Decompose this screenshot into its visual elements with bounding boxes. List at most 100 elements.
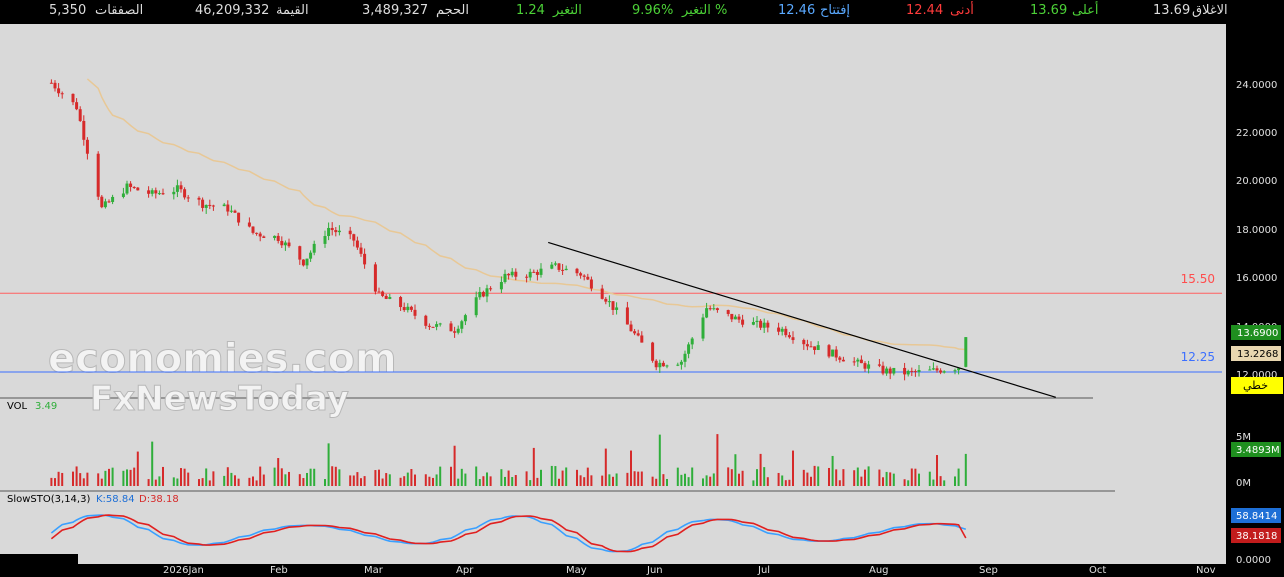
volume-bar	[356, 472, 359, 486]
volume-bar	[349, 475, 352, 486]
x-tick-aug: Aug	[869, 565, 889, 576]
volume-bar	[579, 475, 582, 486]
value-label: القيمة	[276, 3, 309, 18]
volume-bar	[306, 472, 308, 486]
stoch-k-tag: 58.8414	[1236, 511, 1277, 522]
y-axis-area	[1226, 24, 1284, 577]
candle	[575, 267, 579, 277]
candle	[852, 357, 856, 366]
candle	[301, 259, 305, 267]
candle	[877, 358, 881, 368]
volume-bar	[558, 478, 560, 486]
volume-bar	[79, 473, 82, 486]
volume-bar	[147, 479, 150, 486]
volume-bar	[273, 467, 276, 486]
trendline-tag: خطي	[1243, 379, 1268, 392]
candle	[71, 93, 75, 106]
trades-label: الصفقات	[95, 3, 144, 18]
volume-bar	[702, 478, 704, 486]
volume-bar	[104, 470, 107, 486]
candle	[399, 295, 403, 312]
moving-average-line	[86, 78, 966, 351]
candle	[312, 240, 316, 256]
volume-bar	[687, 477, 690, 486]
candle	[661, 360, 665, 367]
volume-bar	[475, 466, 478, 486]
candle	[906, 369, 910, 377]
volume-bar	[414, 474, 416, 486]
volume-bar	[806, 472, 809, 486]
volume-bar	[759, 453, 762, 486]
volume-bar	[450, 466, 452, 486]
candle	[690, 337, 694, 350]
candle	[931, 362, 935, 371]
candle	[247, 217, 251, 228]
chart-canvas[interactable]: economies.com FxNewsToday 15.50 12.25 24…	[0, 24, 1284, 577]
candle	[179, 181, 183, 193]
candle	[507, 273, 511, 280]
candle	[510, 268, 514, 278]
candle	[928, 365, 932, 371]
volume-bar	[784, 480, 787, 486]
candle	[129, 181, 133, 192]
volume-bar	[460, 468, 463, 486]
volume-bar	[100, 478, 103, 486]
volume-bar	[554, 466, 557, 486]
volume-bar	[172, 477, 175, 486]
close-value: 13.69	[1153, 3, 1191, 18]
stoch-title: SlowSTO(3,14,3)	[7, 494, 90, 505]
volume-bar	[766, 477, 769, 486]
candle	[939, 368, 943, 375]
volume-bar	[954, 476, 956, 486]
candle	[258, 231, 262, 242]
x-tick-jan: 2026Jan	[163, 565, 204, 576]
candle	[586, 273, 590, 281]
high-label: أعلى	[1072, 3, 1099, 18]
candle	[600, 284, 604, 300]
candle	[453, 326, 457, 338]
volume-bar	[655, 478, 658, 486]
watermark: economies.com FxNewsToday	[48, 336, 398, 420]
candle	[111, 194, 115, 205]
volume-bar	[262, 474, 265, 486]
candle	[485, 284, 489, 303]
candle	[233, 209, 237, 213]
volume-bar	[122, 470, 125, 486]
x-tick-jun: Jun	[646, 565, 663, 576]
volume-bar	[338, 469, 341, 486]
price-pane	[0, 78, 1222, 398]
volume-bar	[453, 445, 456, 486]
candle	[352, 233, 356, 247]
volume-bar	[183, 468, 186, 486]
volume-bar	[684, 473, 686, 486]
candle	[262, 235, 266, 238]
x-tick-apr: Apr	[456, 565, 474, 576]
volume-bar	[867, 466, 870, 486]
candle	[525, 274, 529, 283]
candle	[730, 313, 734, 323]
y-tick-18: 18.0000	[1236, 225, 1277, 236]
y-tick-24: 24.0000	[1236, 80, 1277, 91]
candle	[431, 326, 435, 328]
candle	[78, 106, 82, 123]
candle	[355, 236, 359, 250]
volume-bar	[136, 451, 139, 486]
volume-bar	[126, 469, 128, 486]
volume-bar	[435, 474, 438, 486]
volume-bar	[640, 471, 643, 486]
volume-bar	[756, 469, 758, 486]
volume-bar	[939, 476, 942, 486]
volume-bar	[831, 455, 834, 486]
candle	[751, 317, 755, 326]
volume-bar	[565, 467, 568, 486]
candle	[633, 328, 637, 336]
candle	[427, 323, 431, 330]
volume-bar	[835, 469, 838, 486]
plot-background	[0, 24, 1226, 577]
candle	[96, 151, 100, 201]
candle	[841, 356, 845, 362]
volume-bar	[705, 475, 708, 486]
candle	[528, 268, 532, 281]
candle	[759, 318, 763, 331]
candle	[777, 322, 781, 336]
